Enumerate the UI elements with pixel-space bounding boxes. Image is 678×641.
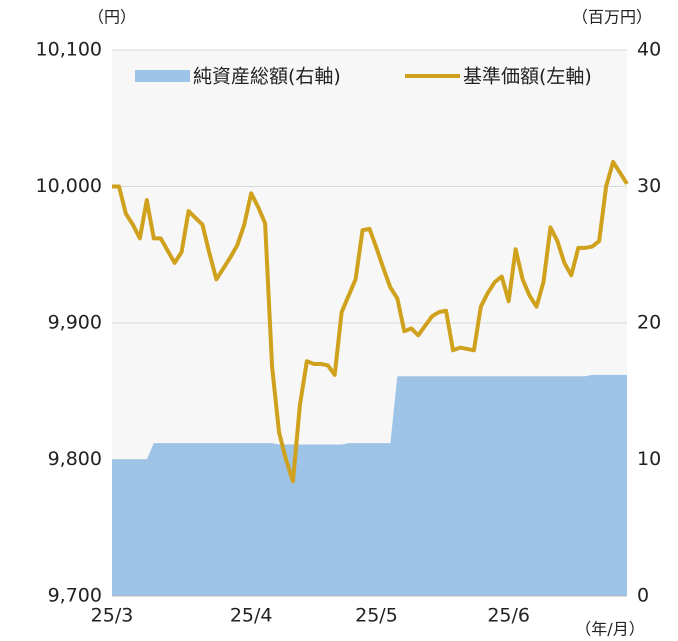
y-tick-label: 10,000 <box>36 175 102 197</box>
y2-tick-label: 40 <box>637 39 661 61</box>
y-tick-label: 9,900 <box>48 312 102 334</box>
x-tick-label: 25/6 <box>487 605 530 627</box>
legend-swatch <box>135 70 190 82</box>
y-tick-label: 10,100 <box>36 39 102 61</box>
y2-tick-label: 30 <box>637 175 661 197</box>
area <box>112 374 627 596</box>
y-tick-label: 9,700 <box>48 585 102 607</box>
y2-tick-label: 0 <box>637 585 649 607</box>
line <box>112 159 629 484</box>
x-tick-label: 25/3 <box>91 605 134 627</box>
x-unit: （年/月） <box>575 620 644 639</box>
x-tick-label: 25/5 <box>355 605 398 627</box>
y2-tick-label: 10 <box>637 448 661 470</box>
legend-label: 基準価額(左軸) <box>463 66 592 88</box>
x-tick-label: 25/4 <box>230 605 273 627</box>
y-tick-label: 9,800 <box>48 448 102 470</box>
y2-unit: （百万円） <box>572 8 652 27</box>
legend-label: 純資産総額(右軸) <box>193 66 341 88</box>
y-unit: （円） <box>88 8 136 27</box>
y2-tick-label: 20 <box>637 312 661 334</box>
